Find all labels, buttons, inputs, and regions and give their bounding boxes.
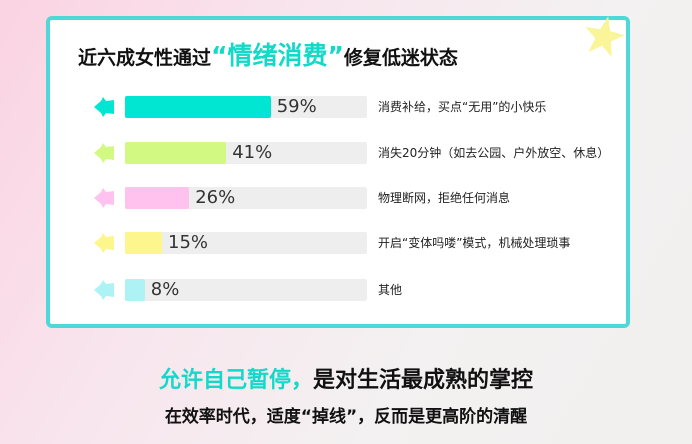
chart-card: [46, 16, 630, 328]
bar-fill: [125, 142, 227, 164]
bar-fill: [125, 187, 190, 209]
chart-title: 近六成女性通过“情绪消费”修复低迷状态: [78, 36, 458, 72]
bar-track: [125, 187, 367, 209]
footer-headline: 允许自己暂停，是对生活最成熟的掌控: [0, 362, 692, 394]
bar-value-label: 15%: [168, 232, 209, 253]
star-marker-icon: [94, 143, 114, 163]
star-marker-icon: [94, 280, 114, 300]
bar-category-label: 消费补给，买点“无用”的小快乐: [378, 100, 547, 114]
bar-row: 8% 其他: [0, 278, 692, 302]
bar-value-label: 8%: [150, 279, 180, 300]
title-highlight: “情绪消费”: [211, 41, 344, 70]
bar-value-label: 41%: [232, 142, 273, 163]
bar-fill: [125, 279, 145, 301]
bar-category-label: 开启“变体吗喽”模式，机械处理琐事: [378, 236, 571, 250]
bar-value-label: 26%: [195, 187, 236, 208]
footer-headline-highlight: 允许自己暂停，: [158, 368, 313, 393]
footer-subline: 在效率时代，适度“掉线”，反而是更高阶的清醒: [164, 407, 528, 427]
bar-fill: [125, 96, 271, 118]
star-icon: [585, 16, 625, 58]
star-marker-icon: [94, 188, 114, 208]
bar-row: 15% 开启“变体吗喽”模式，机械处理琐事: [0, 231, 692, 255]
bar-track: [125, 96, 367, 118]
bar-track: [125, 232, 367, 254]
bar-track: [125, 279, 367, 301]
footer-headline-rest: 是对生活最成熟的掌控: [313, 368, 534, 393]
star-marker-icon: [94, 97, 114, 117]
bar-track: [125, 142, 367, 164]
bar-value-label: 59%: [276, 96, 317, 117]
bar-category-label: 消失20分钟（如去公园、户外放空、休息）: [378, 146, 610, 160]
bar-row: 41% 消失20分钟（如去公园、户外放空、休息）: [0, 141, 692, 165]
star-marker-icon: [94, 233, 114, 253]
bar-category-label: 其他: [378, 283, 403, 297]
title-pre: 近六成女性通过: [78, 47, 212, 69]
bar-category-label: 物理断网，拒绝任何消息: [378, 191, 511, 205]
bar-row: 59% 消费补给，买点“无用”的小快乐: [0, 95, 692, 119]
title-post: 修复低迷状态: [343, 47, 458, 69]
bar-row: 26% 物理断网，拒绝任何消息: [0, 186, 692, 210]
bar-fill: [125, 232, 163, 254]
